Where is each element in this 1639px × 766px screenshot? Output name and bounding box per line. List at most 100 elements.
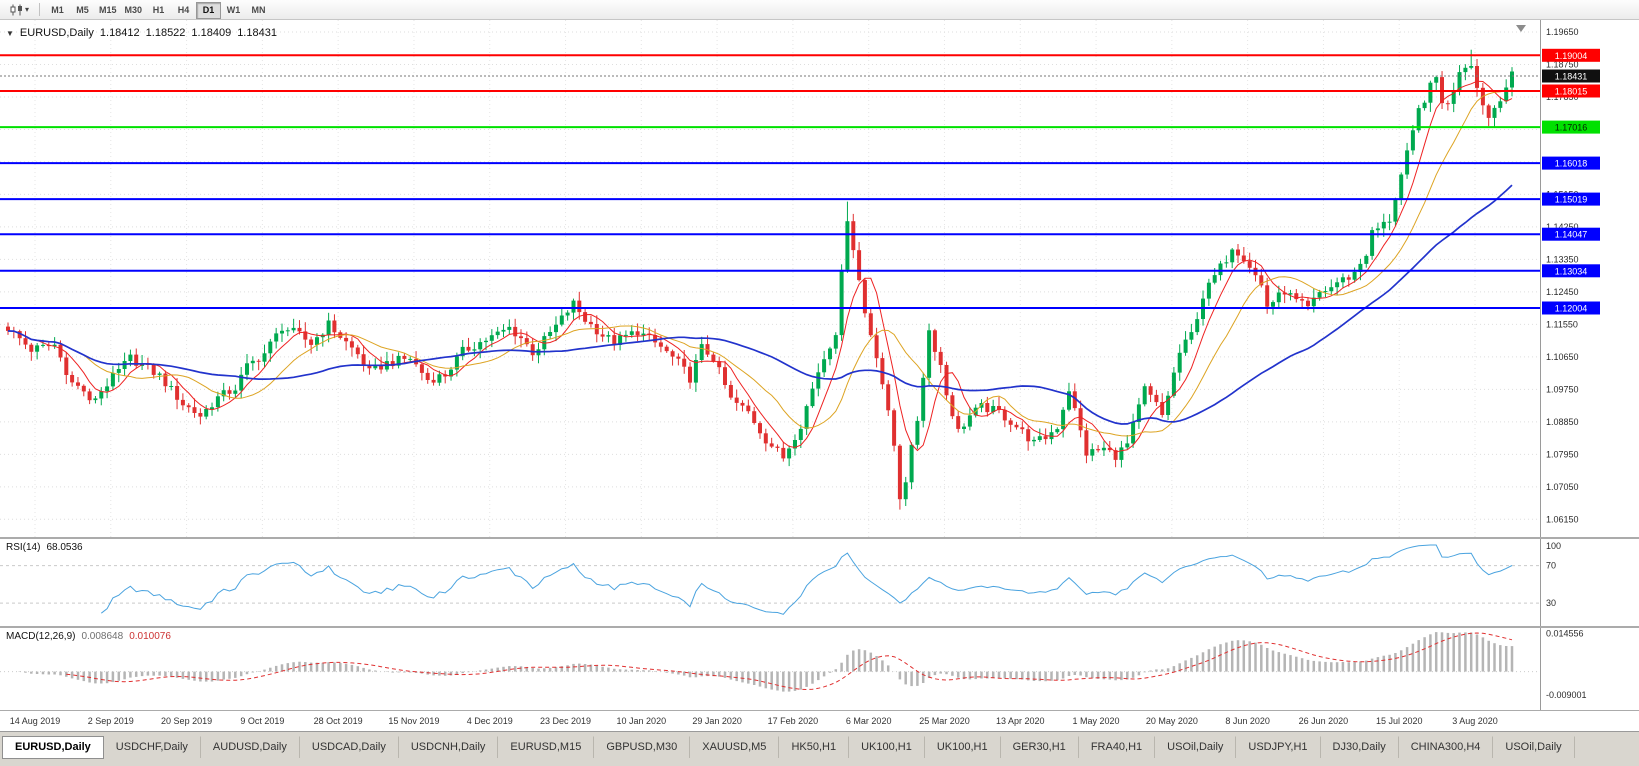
price-tag-value: 1.18431: [1555, 72, 1588, 82]
time-axis-label: 10 Jan 2020: [616, 716, 667, 726]
horizontal-levels[interactable]: [0, 54, 1540, 309]
chart-tab-audusd-daily[interactable]: AUDUSD,Daily: [201, 736, 300, 758]
timeframe-button-h1[interactable]: H1: [152, 5, 165, 15]
time-axis-label: 23 Dec 2019: [539, 716, 592, 726]
candlestick-chart-icon: [10, 4, 22, 15]
price-tag: [1542, 192, 1600, 206]
time-axis-label: 17 Feb 2020: [767, 716, 819, 726]
price-tag: [1542, 48, 1600, 62]
macd-canvas[interactable]: 0.014556 -0.009001: [0, 628, 1639, 710]
panel-splitter[interactable]: [0, 537, 1639, 539]
time-axis-label: 26 Jun 2020: [1298, 716, 1349, 726]
ma-line-6: [7, 80, 1513, 453]
rsi-name: RSI(14): [6, 542, 41, 553]
macd-signal-line: [66, 632, 1513, 691]
rsi-axis-tick: 30: [1546, 598, 1556, 608]
chart-tab-usdchf-daily[interactable]: USDCHF,Daily: [104, 736, 201, 758]
shift-end-marker-icon[interactable]: [1516, 25, 1526, 32]
chart-title: ▼ EURUSD,Daily 1.18412 1.18522 1.18409 1…: [6, 27, 277, 39]
toolbar: ▾ M1 M5 M15 M30 H1 H4 D1 W1 MN: [0, 0, 1639, 20]
chart-tab-gbpusd-m30[interactable]: GBPUSD,M30: [594, 736, 691, 758]
price-tag-value: 1.14047: [1555, 230, 1588, 240]
time-axis-label: 25 Mar 2020: [919, 716, 970, 726]
price-axis-tick: 1.11550: [1546, 319, 1578, 329]
rsi-line: [100, 544, 1513, 615]
price-tag: [1542, 156, 1600, 170]
price-axis-tick: 1.07950: [1546, 449, 1579, 459]
chart-tab-uk100-h1[interactable]: UK100,H1: [925, 736, 1001, 758]
rsi-canvas[interactable]: 100 70 30: [0, 539, 1639, 626]
ohlc-low: 1.18409: [191, 27, 232, 39]
time-axis-label: 15 Jul 2020: [1375, 716, 1423, 726]
macd-axis-tick: 0.014556: [1546, 629, 1584, 639]
price-axis[interactable]: 1.196501.187501.178501.169501.160501.151…: [1540, 20, 1579, 537]
rsi-axis-tick: 70: [1546, 561, 1556, 571]
price-tag-value: 1.17016: [1555, 123, 1588, 133]
price-axis-tick: 1.14250: [1546, 222, 1579, 232]
chart-tab-xauusd-m5[interactable]: XAUUSD,M5: [690, 736, 780, 758]
chart-tab-dj30-daily[interactable]: DJ30,Daily: [1321, 736, 1399, 758]
chart-type-button[interactable]: ▾: [6, 1, 33, 19]
chart-symbol-label: EURUSD,Daily: [19, 27, 94, 39]
macd-histogram: [18, 632, 1514, 692]
rsi-label: RSI(14) 68.0536: [6, 542, 83, 553]
price-chart-canvas[interactable]: 1.196501.187501.178501.169501.160501.151…: [0, 20, 1639, 537]
chart-tab-hk50-h1[interactable]: HK50,H1: [779, 736, 850, 758]
chart-tab-uk100-h1[interactable]: UK100,H1: [849, 736, 925, 758]
panel-splitter[interactable]: [0, 626, 1639, 628]
time-axis-label: 3 Aug 2020: [1452, 716, 1498, 726]
time-axis-label: 2 Sep 2019: [87, 716, 134, 726]
price-axis-tick: 1.18750: [1546, 60, 1579, 70]
timeframe-button-group: M1 M5 M15 M30 H1 H4 D1 W1 MN: [45, 0, 271, 19]
chart-tab-china300-h4[interactable]: CHINA300,H4: [1399, 736, 1494, 758]
timeframe-button-m15[interactable]: M15: [99, 5, 117, 15]
price-axis-tick: 1.19650: [1546, 27, 1579, 37]
price-tag: [1542, 120, 1600, 134]
chart-tab-usoil-daily[interactable]: USOil,Daily: [1493, 736, 1575, 758]
timeframe-button-m30[interactable]: M30: [124, 5, 143, 15]
macd-indicator-panel[interactable]: 0.014556 -0.009001 MACD(12,26,9) 0.008648…: [0, 628, 1639, 710]
macd-axis[interactable]: 0.014556 -0.009001: [1540, 628, 1587, 710]
timeframe-button-h4[interactable]: H4: [177, 5, 190, 15]
rsi-axis[interactable]: 100 70 30: [1540, 539, 1562, 626]
price-chart-panel[interactable]: 1.196501.187501.178501.169501.160501.151…: [0, 20, 1639, 537]
chart-tabs-bar: EURUSD,Daily USDCHF,Daily AUDUSD,Daily USDC…: [0, 731, 1639, 766]
chart-tab-usdjpy-h1[interactable]: USDJPY,H1: [1236, 736, 1321, 758]
chart-tab-fra40-h1[interactable]: FRA40,H1: [1079, 736, 1156, 758]
rsi-value: 68.0536: [46, 542, 83, 553]
price-tag: [1542, 227, 1600, 241]
time-axis-label: 28 Oct 2019: [313, 716, 363, 726]
chart-tab-usdcnh-daily[interactable]: USDCNH,Daily: [399, 736, 499, 758]
chart-tab-eurusd-daily[interactable]: EURUSD,Daily: [2, 736, 104, 759]
timeframe-button-d1[interactable]: D1: [196, 2, 222, 19]
moving-averages: [7, 80, 1513, 453]
price-tag-value: 1.15019: [1555, 195, 1588, 205]
time-axis[interactable]: 14 Aug 2019 2 Sep 2019 20 Sep 2019 9 Oct 20…: [0, 710, 1639, 731]
timeframe-button-w1[interactable]: W1: [226, 5, 241, 15]
price-axis-tick: 1.07050: [1546, 482, 1579, 492]
timeframe-button-mn[interactable]: MN: [251, 5, 266, 15]
time-axis-label: 20 Sep 2019: [161, 716, 213, 726]
macd-axis-tick: -0.009001: [1546, 690, 1587, 700]
price-tag: [1542, 264, 1600, 278]
timeframe-button-m5[interactable]: M5: [76, 5, 89, 15]
rsi-axis-tick: 100: [1546, 541, 1561, 551]
price-tag-value: 1.13034: [1555, 266, 1588, 276]
time-axis-label: 15 Nov 2019: [388, 716, 440, 726]
timeframe-button-m1[interactable]: M1: [51, 5, 64, 15]
chart-tab-ger30-h1[interactable]: GER30,H1: [1001, 736, 1079, 758]
ma-line-40: [7, 184, 1513, 425]
time-axis-label: 14 Aug 2019: [9, 716, 61, 726]
ohlc-open: 1.18412: [99, 27, 140, 39]
toolbar-separator: [39, 3, 41, 16]
chart-tab-usoil-daily[interactable]: USOil,Daily: [1155, 736, 1237, 758]
ma-line-14: [7, 89, 1513, 437]
macd-name: MACD(12,26,9): [6, 631, 76, 642]
rsi-indicator-panel[interactable]: 100 70 30 RSI(14) 68.0536: [0, 539, 1639, 626]
chart-tab-eurusd-m15[interactable]: EURUSD,M15: [498, 736, 595, 758]
chart-tab-usdcad-daily[interactable]: USDCAD,Daily: [300, 736, 399, 758]
candles-series: [6, 49, 1514, 510]
caret-down-icon: ▾: [25, 5, 30, 14]
price-tag-value: 1.18015: [1555, 87, 1588, 97]
